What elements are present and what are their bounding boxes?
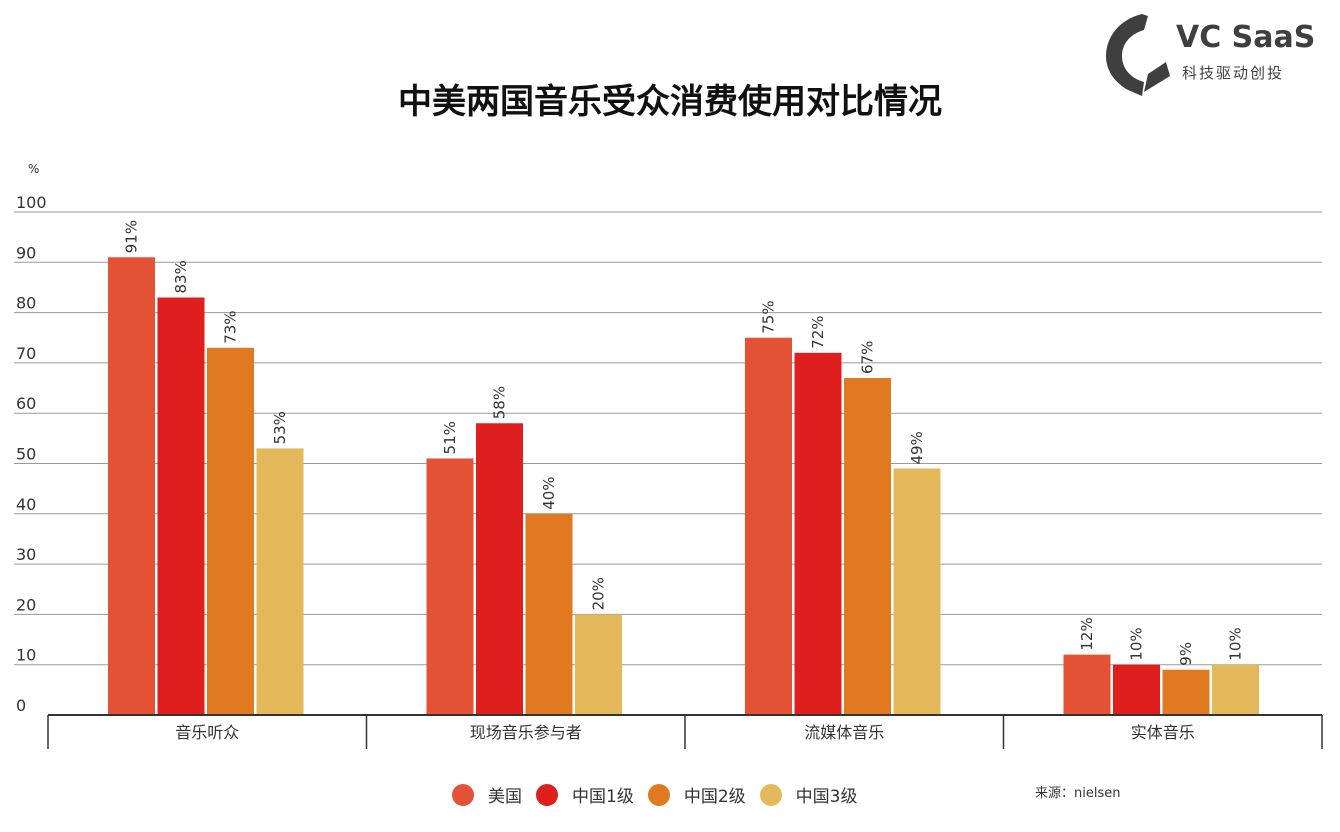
bar: [525, 513, 573, 715]
x-tick-label: 现场音乐参与者: [470, 723, 582, 742]
data-label: 83%: [172, 260, 190, 293]
data-label: 58%: [491, 386, 509, 419]
data-label: 10%: [1227, 627, 1245, 660]
logo-mark-icon: [1106, 14, 1170, 96]
data-label: 91%: [123, 220, 141, 253]
y-tick-label: 90: [16, 243, 36, 262]
y-tick-label: 30: [16, 545, 36, 564]
y-tick-label: 100: [16, 193, 47, 212]
bar: [1162, 669, 1210, 715]
data-label: 73%: [222, 310, 240, 343]
data-label: 9%: [1177, 642, 1195, 666]
data-label: 75%: [760, 300, 778, 333]
logo-text: VC SaaS: [1176, 20, 1316, 55]
legend-swatch: [759, 783, 782, 806]
data-label: 12%: [1078, 617, 1096, 650]
chart-title: 中美两国音乐受众消费使用对比情况: [398, 82, 942, 122]
legend-label: 中国2级: [683, 787, 746, 807]
y-tick-label: 40: [16, 495, 36, 514]
legend-label: 美国: [488, 787, 522, 807]
y-axis-unit: %: [28, 162, 40, 176]
legend-swatch: [647, 783, 670, 806]
bar: [893, 468, 941, 715]
bar: [157, 297, 205, 715]
bar: [1212, 664, 1259, 715]
bar: [844, 377, 891, 715]
x-tick-label: 音乐听众: [175, 723, 239, 742]
legend-label: 中国3级: [795, 787, 858, 807]
bar: [426, 458, 474, 715]
legend-item: 中国1级: [536, 782, 634, 807]
bar: [575, 614, 622, 715]
data-label: 51%: [441, 421, 459, 454]
y-tick-label: 20: [16, 595, 36, 614]
legend-item: 美国: [452, 782, 522, 807]
x-tick-label: 流媒体音乐: [804, 723, 884, 742]
y-tick-label: 10: [16, 646, 36, 665]
data-labels: 91% 83% 73% 53% 51% 58% 40% 20% 75% 72% 67% 49% 12% 1…: [123, 220, 1245, 666]
bar: [1063, 654, 1111, 715]
data-label: 20%: [590, 577, 608, 610]
x-tick-label: 实体音乐: [1131, 723, 1195, 742]
bar: [745, 337, 792, 715]
legend-item: 中国2级: [647, 782, 746, 807]
y-tick-label: 70: [16, 344, 36, 363]
y-tick-label: 0: [16, 696, 26, 715]
legend-swatch: [452, 783, 474, 806]
bar: [256, 448, 304, 715]
bar: [108, 257, 155, 715]
data-label: 67%: [859, 341, 877, 374]
bars: [108, 257, 1259, 715]
bar: [1113, 664, 1160, 715]
bar: [794, 352, 842, 715]
bar: [207, 347, 254, 715]
legend-swatch: [536, 783, 558, 806]
bar-chart: 0 10 20 30 40 50 60 70 80 90 100 91% 83% 73% 53% 51% 58…: [14, 193, 1323, 749]
data-label: 40%: [540, 476, 558, 509]
data-label: 53%: [271, 411, 289, 444]
legend: 美国 中国1级 中国2级 中国3级: [452, 782, 871, 807]
legend-label: 中国1级: [572, 787, 634, 807]
y-tick-label: 50: [16, 445, 36, 464]
legend-item: 中国3级: [759, 782, 858, 807]
y-tick-labels: 0 10 20 30 40 50 60 70 80 90 100: [16, 193, 47, 715]
source-note: 来源：nielsen: [1035, 786, 1121, 801]
bar: [476, 423, 523, 715]
y-tick-label: 60: [16, 394, 36, 413]
logo-tagline: 科技驱动创投: [1182, 64, 1285, 82]
data-label: 10%: [1128, 627, 1146, 660]
data-label: 72%: [809, 315, 827, 348]
data-label: 49%: [908, 431, 926, 464]
x-axis: 音乐听众 现场音乐参与者 流媒体音乐 实体音乐: [47, 714, 1323, 749]
logo: VC SaaS 科技驱动创投: [1104, 12, 1324, 96]
y-tick-label: 80: [16, 294, 36, 313]
